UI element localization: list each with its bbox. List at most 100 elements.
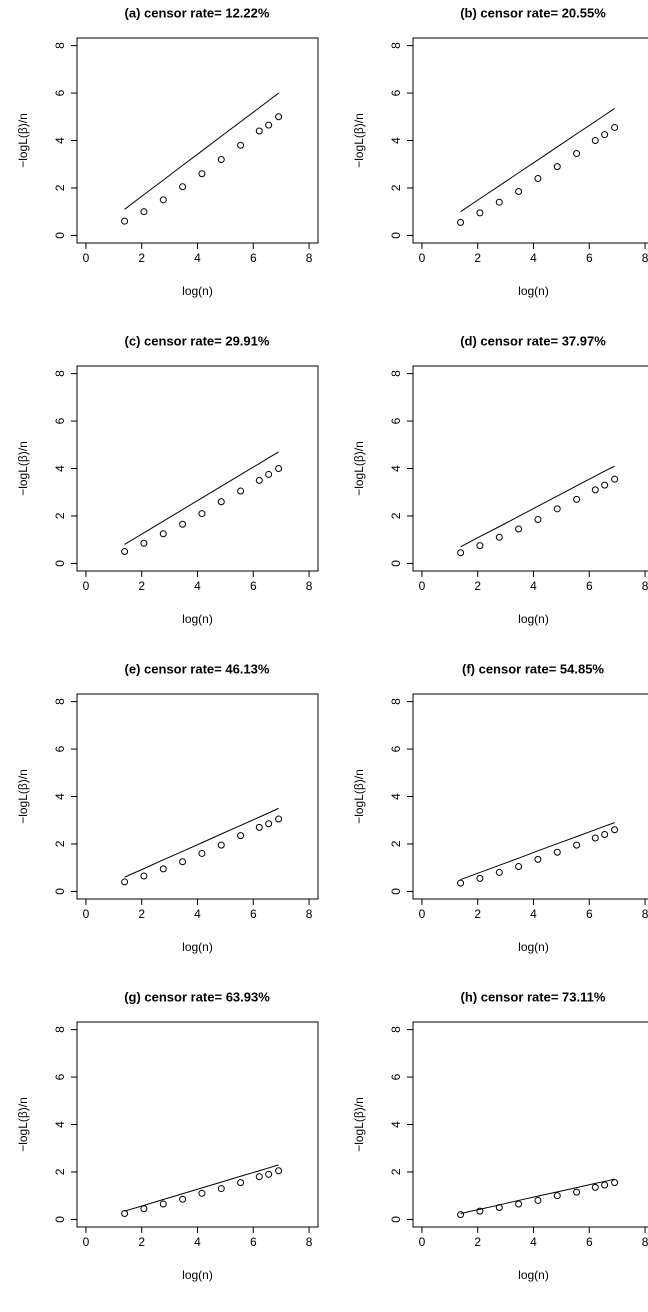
data-point xyxy=(256,128,262,134)
data-point xyxy=(256,1174,262,1180)
y-tick-label: 4 xyxy=(389,793,403,800)
y-tick-label: 6 xyxy=(389,1073,403,1080)
x-tick-label: 2 xyxy=(138,907,145,921)
x-tick-label: 8 xyxy=(306,907,313,921)
plot-frame xyxy=(413,694,648,899)
data-point xyxy=(477,875,483,881)
data-point xyxy=(180,184,186,190)
x-tick-label: 4 xyxy=(194,1235,201,1249)
x-tick-label: 4 xyxy=(530,1235,537,1249)
y-tick-label: 2 xyxy=(53,512,67,519)
data-point xyxy=(612,827,618,833)
data-point xyxy=(238,1180,244,1186)
x-tick-label: 2 xyxy=(138,579,145,593)
data-point xyxy=(238,488,244,494)
y-tick-label: 4 xyxy=(53,465,67,472)
data-point xyxy=(496,199,502,205)
y-tick-label: 8 xyxy=(53,1026,67,1033)
data-point xyxy=(516,526,522,532)
x-tick-label: 6 xyxy=(586,579,593,593)
data-point xyxy=(199,171,205,177)
data-point xyxy=(266,1171,272,1177)
data-point xyxy=(516,863,522,869)
x-tick-label: 0 xyxy=(83,1235,90,1249)
fit-line xyxy=(461,108,615,211)
x-tick-label: 6 xyxy=(586,251,593,265)
data-point xyxy=(496,534,502,540)
data-point xyxy=(180,521,186,527)
x-axis-label: log(n) xyxy=(182,940,213,954)
y-tick-label: 2 xyxy=(53,1168,67,1175)
y-axis-label: −logL(β)/n xyxy=(16,441,30,496)
data-point xyxy=(458,219,464,225)
x-tick-label: 2 xyxy=(474,907,481,921)
x-tick-label: 6 xyxy=(586,907,593,921)
y-tick-label: 8 xyxy=(389,42,403,49)
data-point xyxy=(458,550,464,556)
x-tick-label: 2 xyxy=(474,1235,481,1249)
data-point xyxy=(141,209,147,215)
data-point xyxy=(554,1193,560,1199)
data-point xyxy=(602,1182,608,1188)
y-tick-label: 4 xyxy=(53,137,67,144)
data-point xyxy=(160,1201,166,1207)
data-point xyxy=(266,471,272,477)
x-tick-label: 8 xyxy=(642,579,648,593)
data-point xyxy=(238,833,244,839)
x-tick-label: 6 xyxy=(250,251,257,265)
y-tick-label: 8 xyxy=(53,370,67,377)
y-tick-label: 0 xyxy=(389,232,403,239)
data-point xyxy=(612,476,618,482)
fit-line xyxy=(461,1179,615,1213)
y-tick-label: 0 xyxy=(389,560,403,567)
data-point xyxy=(218,842,224,848)
y-tick-label: 2 xyxy=(53,184,67,191)
x-axis-label: log(n) xyxy=(518,940,549,954)
figure: (a) censor rate= 12.22%0246802468log(n)−… xyxy=(0,0,648,1312)
data-point xyxy=(477,210,483,216)
data-point xyxy=(592,835,598,841)
plot-frame xyxy=(413,38,648,243)
data-point xyxy=(612,1180,618,1186)
x-tick-label: 6 xyxy=(250,1235,257,1249)
y-tick-label: 0 xyxy=(53,888,67,895)
data-point xyxy=(276,816,282,822)
plot-frame xyxy=(77,38,318,243)
y-tick-label: 8 xyxy=(389,1026,403,1033)
x-tick-label: 0 xyxy=(83,907,90,921)
y-tick-label: 4 xyxy=(53,1121,67,1128)
data-point xyxy=(122,218,128,224)
data-point xyxy=(554,164,560,170)
x-axis-label: log(n) xyxy=(518,612,549,626)
x-tick-label: 2 xyxy=(138,251,145,265)
data-point xyxy=(602,831,608,837)
x-tick-label: 4 xyxy=(194,251,201,265)
x-tick-label: 6 xyxy=(250,579,257,593)
data-point xyxy=(276,1168,282,1174)
data-point xyxy=(180,1196,186,1202)
x-tick-label: 6 xyxy=(586,1235,593,1249)
x-tick-label: 8 xyxy=(642,907,648,921)
x-tick-label: 0 xyxy=(419,579,426,593)
data-point xyxy=(592,1184,598,1190)
y-tick-label: 2 xyxy=(389,512,403,519)
panel-title: (d) censor rate= 37.97% xyxy=(460,333,606,348)
data-point xyxy=(574,1189,580,1195)
data-point xyxy=(592,138,598,144)
y-tick-label: 2 xyxy=(389,840,403,847)
data-point xyxy=(218,1186,224,1192)
data-point xyxy=(516,1201,522,1207)
data-point xyxy=(535,856,541,862)
data-point xyxy=(141,873,147,879)
data-point xyxy=(516,189,522,195)
y-axis-label: −logL(β)/n xyxy=(16,113,30,168)
y-tick-label: 0 xyxy=(389,1216,403,1223)
panel-title: (b) censor rate= 20.55% xyxy=(460,5,606,20)
fit-line xyxy=(125,93,279,209)
y-tick-label: 6 xyxy=(389,89,403,96)
data-point xyxy=(122,879,128,885)
